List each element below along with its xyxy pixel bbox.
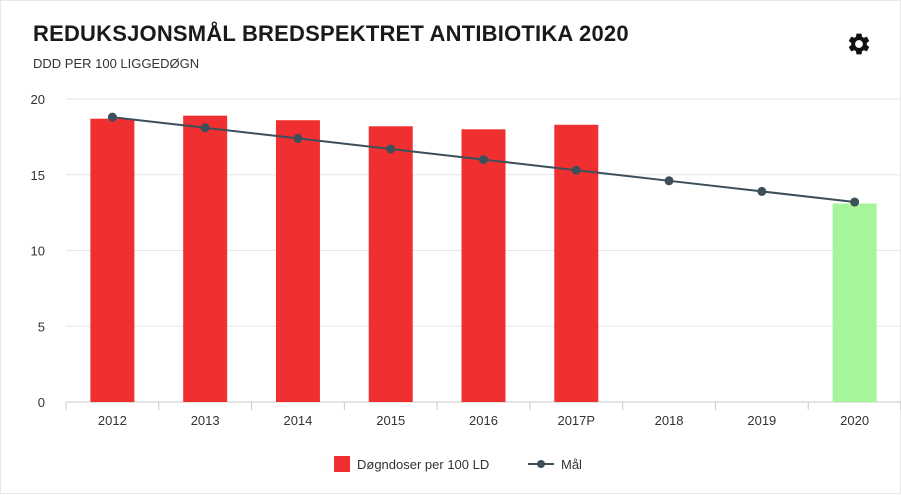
chart-title: REDUKSJONSMÅL BREDSPEKTRET ANTIBIOTIKA 2…	[33, 21, 629, 46]
legend-marker-target	[537, 460, 545, 468]
bar	[368, 126, 413, 403]
target-point	[571, 165, 581, 175]
chart-subtitle: DDD PER 100 LIGGEDØGN	[33, 56, 200, 71]
bar	[183, 115, 228, 402]
legend-label-target: Mål	[561, 457, 582, 472]
x-tick-label: 2014	[283, 413, 312, 428]
target-point	[757, 186, 767, 196]
x-tick-label: 2019	[747, 413, 776, 428]
y-tick-label: 20	[31, 92, 45, 107]
axis-layer: 0 5 10 15 20 2012 2013 2014 2015 2016 2017P 2018 201…	[31, 92, 901, 428]
y-tick-label: 0	[38, 395, 45, 410]
bar	[832, 203, 877, 402]
bar	[275, 120, 320, 403]
x-tick-label: 2017P	[557, 413, 595, 428]
bar	[90, 118, 135, 402]
target-point	[479, 155, 488, 165]
legend-layer: Døgndoser per 100 LD Mål	[334, 456, 582, 472]
gear-icon[interactable]	[846, 31, 872, 57]
x-tick-label: 2012	[98, 413, 127, 428]
x-tick-label: 2018	[655, 413, 684, 428]
target-point	[386, 144, 396, 154]
target-point	[850, 197, 860, 207]
legend-label-bars: Døgndoser per 100 LD	[357, 457, 489, 472]
y-tick-label: 5	[38, 319, 45, 334]
bar	[461, 129, 506, 403]
target-point	[107, 112, 117, 122]
target-point	[293, 133, 303, 143]
target-point	[664, 176, 674, 186]
legend-swatch-bars	[334, 456, 350, 472]
target-point	[200, 123, 210, 133]
bar-layer	[90, 115, 877, 403]
x-tick-label: 2016	[469, 413, 498, 428]
y-tick-label: 15	[31, 168, 45, 183]
y-tick-label: 10	[31, 244, 45, 259]
x-tick-label: 2020	[840, 413, 869, 428]
x-tick-label: 2015	[376, 413, 405, 428]
line-layer	[107, 112, 860, 207]
x-tick-label: 2013	[191, 413, 220, 428]
